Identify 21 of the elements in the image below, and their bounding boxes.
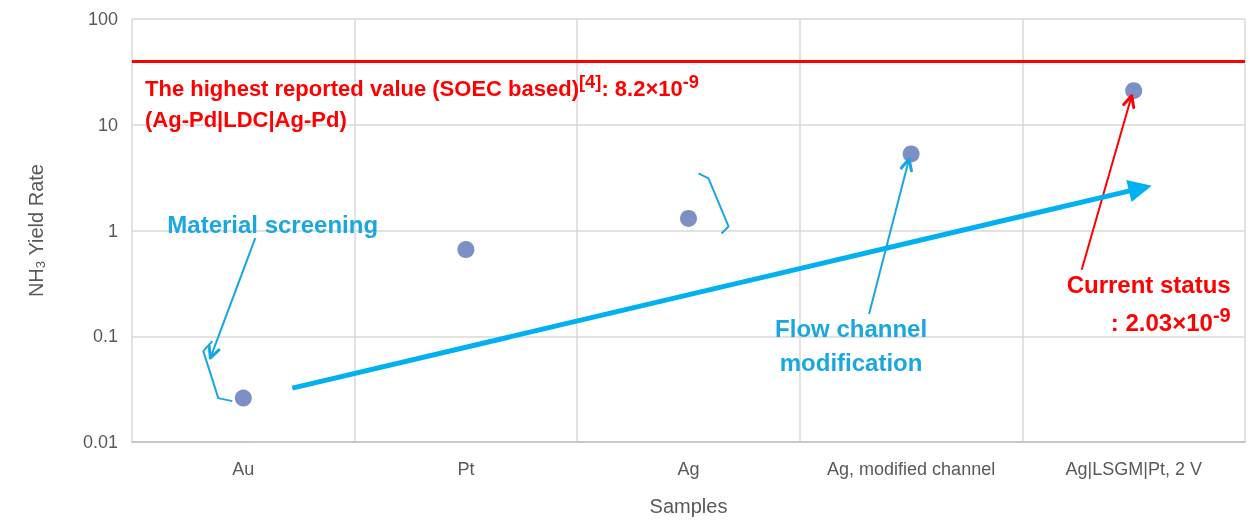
y-tick-label: 10 (97, 114, 118, 135)
point (234, 389, 252, 407)
point (457, 241, 475, 259)
point (1125, 82, 1143, 100)
x-tick-label: Ag (677, 459, 700, 479)
y-tick-label: 0.1 (92, 326, 118, 347)
point (902, 145, 920, 163)
x-axis-title: Samples (649, 495, 728, 517)
annotation: Current status : 2.03×10$^{-9}$ (1066, 269, 1231, 339)
point (680, 209, 697, 227)
x-tick-label: Ag, modified channel (827, 459, 996, 479)
y-tick-label: 100 (87, 9, 118, 29)
x-tick-label: Au (232, 459, 255, 479)
annotation: Flow channel modification (775, 313, 928, 378)
y-axis-title: NH3 Yield Rate (24, 164, 48, 298)
y-tick-label: 1 (107, 220, 118, 241)
y-tick-label: 0.01 (82, 432, 118, 452)
text: The highest reported value (SOEC based)$^{[4]}$: 8.2×10$^{-9}$ (Ag-Pd|LDC|Ag-Pd) (145, 71, 700, 133)
x-tick-label: Pt (457, 459, 475, 479)
annotation: Material screening (167, 210, 379, 241)
x-tick-label: Ag|LSGM|Pt, 2 V (1065, 459, 1202, 479)
